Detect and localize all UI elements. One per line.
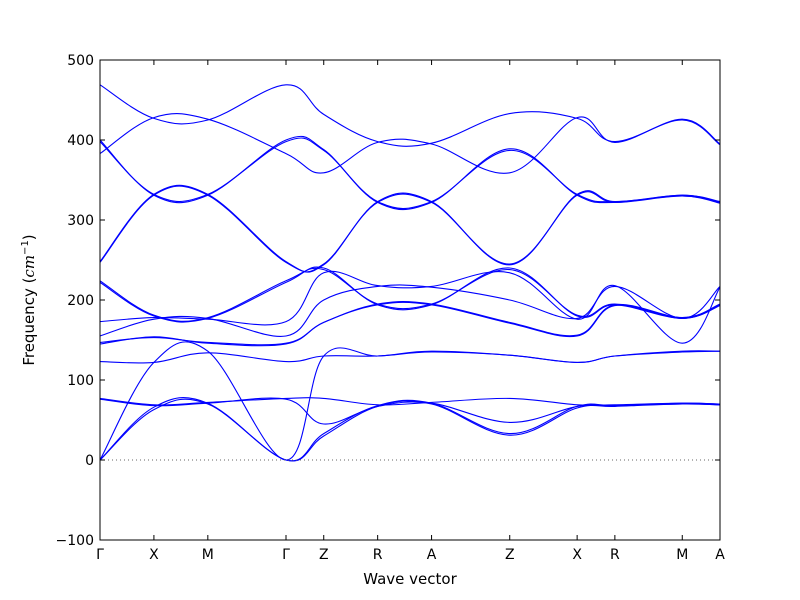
x-axis-label: Wave vector: [363, 570, 457, 588]
y-tick-label: 200: [67, 293, 94, 309]
band-line-2: [99, 397, 721, 462]
y-axis-label: Frequency (cm−1): [20, 234, 38, 365]
plot-frame: [99, 59, 721, 541]
band-line-14: [99, 184, 721, 273]
y-axis-label-text: Frequency: [20, 288, 38, 366]
x-tick-label: M: [676, 547, 688, 563]
band-line-10: [99, 270, 721, 344]
y-tick-label: 300: [67, 213, 94, 229]
y-axis-ticks: −100 0 100 200 300 400 500: [56, 53, 720, 549]
y-axis-label-unit-exp: −1: [20, 240, 31, 255]
y-tick-label: −100: [56, 533, 94, 549]
x-tick-label: A: [427, 547, 437, 563]
band-line-17: [99, 113, 721, 174]
y-axis-label-close-paren: ): [20, 234, 38, 240]
x-tick-label: R: [610, 547, 620, 563]
y-axis-label-open-paren: (: [20, 278, 38, 289]
band-line-1: [99, 398, 721, 462]
y-tick-label: 0: [85, 453, 94, 469]
x-tick-label: X: [149, 547, 159, 563]
y-axis-label-unit-base: cm: [20, 255, 38, 278]
x-tick-label: M: [202, 547, 214, 563]
band-line-6: [99, 350, 721, 364]
band-line-15: [99, 135, 721, 211]
x-tick-label: Γ: [282, 547, 290, 563]
band-line-4: [99, 397, 721, 406]
x-tick-label: R: [373, 547, 383, 563]
y-tick-label: 100: [67, 373, 94, 389]
y-tick-label: 500: [67, 53, 94, 69]
band-line-16: [99, 137, 721, 210]
band-line-11: [99, 266, 721, 323]
band-line-12: [99, 267, 721, 322]
band-line-18: [99, 84, 721, 147]
x-tick-label: X: [572, 547, 582, 563]
x-tick-label: A: [715, 547, 725, 563]
band-lines: [99, 84, 721, 462]
x-tick-label: Z: [505, 547, 515, 563]
x-tick-label: Z: [319, 547, 329, 563]
x-tick-label: Γ: [96, 547, 104, 563]
y-tick-label: 400: [67, 133, 94, 149]
band-line-3: [99, 397, 721, 425]
